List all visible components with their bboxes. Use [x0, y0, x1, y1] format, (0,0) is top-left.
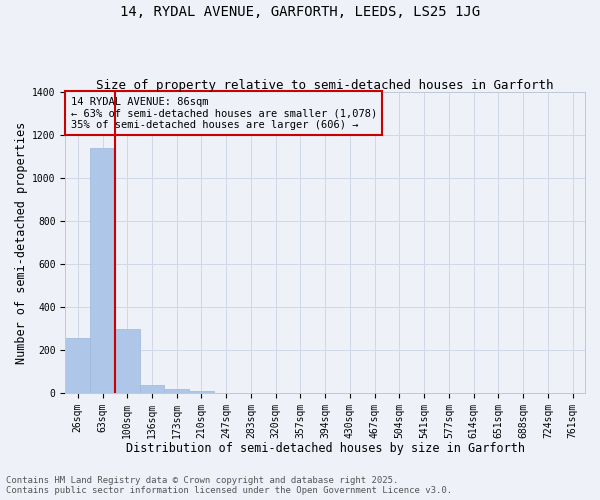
Bar: [189, 391, 214, 393]
Bar: [65, 338, 90, 393]
Y-axis label: Number of semi-detached properties: Number of semi-detached properties: [15, 122, 28, 364]
X-axis label: Distribution of semi-detached houses by size in Garforth: Distribution of semi-detached houses by …: [125, 442, 524, 455]
Text: Contains HM Land Registry data © Crown copyright and database right 2025.
Contai: Contains HM Land Registry data © Crown c…: [6, 476, 452, 495]
Bar: [164, 389, 189, 393]
Text: 14, RYDAL AVENUE, GARFORTH, LEEDS, LS25 1JG: 14, RYDAL AVENUE, GARFORTH, LEEDS, LS25 …: [120, 5, 480, 19]
Bar: [90, 148, 115, 393]
Bar: [115, 330, 140, 393]
Title: Size of property relative to semi-detached houses in Garforth: Size of property relative to semi-detach…: [97, 79, 554, 92]
Text: 14 RYDAL AVENUE: 86sqm
← 63% of semi-detached houses are smaller (1,078)
35% of : 14 RYDAL AVENUE: 86sqm ← 63% of semi-det…: [71, 96, 377, 130]
Bar: [140, 386, 164, 393]
